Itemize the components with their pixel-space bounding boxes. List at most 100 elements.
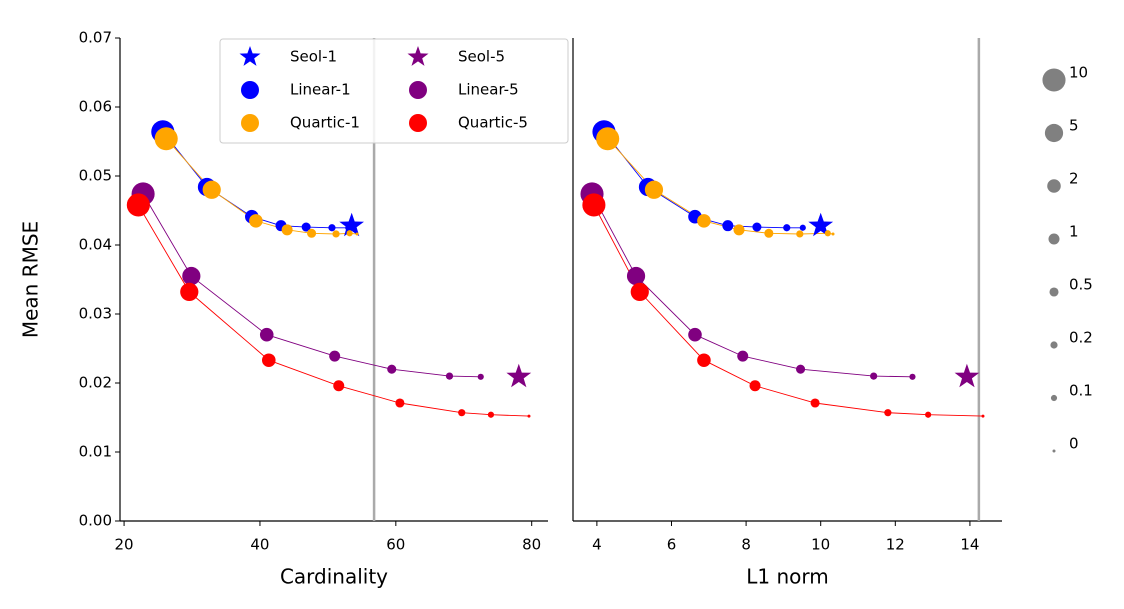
point: [752, 222, 762, 232]
size-legend-marker: [1047, 179, 1061, 193]
x-tick-label: 4: [592, 536, 602, 554]
y-tick-label: 0.01: [79, 443, 112, 461]
point: [202, 180, 221, 199]
legend-label: Quartic-5: [458, 114, 528, 132]
size-legend-label: 0.5: [1069, 276, 1093, 294]
point: [884, 409, 892, 417]
point: [925, 411, 932, 418]
y-axis-label: Mean RMSE: [19, 221, 43, 338]
point: [981, 414, 985, 418]
point: [799, 224, 806, 231]
size-legend-label: 0.1: [1069, 382, 1093, 400]
size-legend-label: 10: [1069, 64, 1088, 82]
point: [783, 224, 791, 232]
size-legend-label: 1: [1069, 223, 1079, 241]
point: [824, 230, 831, 237]
size-legend-marker: [1050, 394, 1058, 402]
point: [249, 214, 263, 228]
point: [281, 224, 293, 236]
size-legend-marker: [1044, 123, 1064, 143]
x-tick-label: 14: [960, 536, 979, 554]
x-tick-label: 10: [811, 536, 830, 554]
x-tick-label: 12: [886, 536, 905, 554]
x-axis-label: L1 norm: [746, 565, 829, 589]
y-tick-label: 0.05: [79, 167, 112, 185]
point: [180, 282, 199, 302]
size-legend-label: 5: [1069, 117, 1079, 135]
y-tick-label: 0.06: [79, 98, 112, 116]
size-legend-label: 0.2: [1069, 329, 1093, 347]
legend-label: Seol-1: [290, 48, 337, 66]
legend-box: [219, 38, 569, 144]
point: [333, 380, 345, 392]
size-legend-marker: [1050, 341, 1058, 349]
point: [154, 127, 178, 151]
star-marker: [339, 212, 364, 237]
point: [259, 327, 274, 342]
point: [909, 373, 916, 380]
legend-label: Linear-5: [458, 81, 519, 99]
size-legend-marker: [1048, 233, 1060, 245]
point: [644, 180, 664, 199]
legend-marker: [409, 114, 427, 132]
point: [626, 266, 646, 286]
series-line: [603, 131, 803, 229]
point: [722, 220, 734, 232]
legend-label: Seol-5: [458, 48, 505, 66]
point: [697, 353, 711, 368]
point: [764, 228, 774, 238]
size-legend-marker: [1049, 287, 1059, 297]
legend-label: Quartic-1: [290, 114, 360, 132]
point: [733, 224, 745, 236]
point: [527, 414, 531, 418]
point: [596, 127, 620, 151]
x-tick-label: 8: [741, 536, 751, 554]
point: [737, 350, 749, 362]
series-line: [607, 138, 834, 235]
star-marker: [506, 363, 532, 388]
point: [262, 353, 276, 368]
point: [458, 409, 466, 417]
point: [697, 214, 711, 228]
star-marker: [808, 212, 834, 237]
x-tick-label: 80: [522, 536, 541, 554]
y-tick-label: 0.00: [79, 512, 112, 530]
legend-marker: [241, 114, 259, 132]
star-marker: [954, 363, 980, 388]
size-legend-label: 0: [1069, 435, 1079, 453]
series-line: [593, 204, 984, 417]
point: [307, 228, 317, 238]
point: [355, 232, 359, 236]
point: [630, 282, 649, 302]
point: [329, 350, 341, 362]
x-tick-label: 40: [250, 536, 269, 554]
y-tick-label: 0.03: [79, 305, 112, 323]
point: [749, 380, 761, 392]
point: [126, 193, 150, 217]
y-tick-label: 0.02: [79, 374, 112, 392]
legend-marker: [239, 46, 261, 66]
legend-label: Linear-1: [290, 81, 351, 99]
point: [346, 230, 353, 237]
point: [332, 230, 340, 238]
x-tick-label: 20: [115, 536, 134, 554]
x-tick-label: 6: [667, 536, 677, 554]
x-axis-label: Cardinality: [280, 565, 388, 589]
point: [810, 398, 820, 408]
y-tick-label: 0.04: [79, 236, 112, 254]
y-tick-label: 0.07: [79, 29, 112, 47]
point: [870, 372, 878, 380]
size-legend-marker: [1052, 449, 1056, 453]
point: [831, 232, 835, 236]
size-legend-label: 2: [1069, 170, 1079, 188]
legend-marker: [409, 81, 427, 99]
point: [487, 411, 495, 418]
point: [582, 193, 606, 217]
size-legend-marker: [1042, 68, 1066, 92]
point: [182, 266, 201, 286]
point: [477, 373, 484, 380]
point: [796, 364, 806, 374]
point: [345, 224, 352, 231]
